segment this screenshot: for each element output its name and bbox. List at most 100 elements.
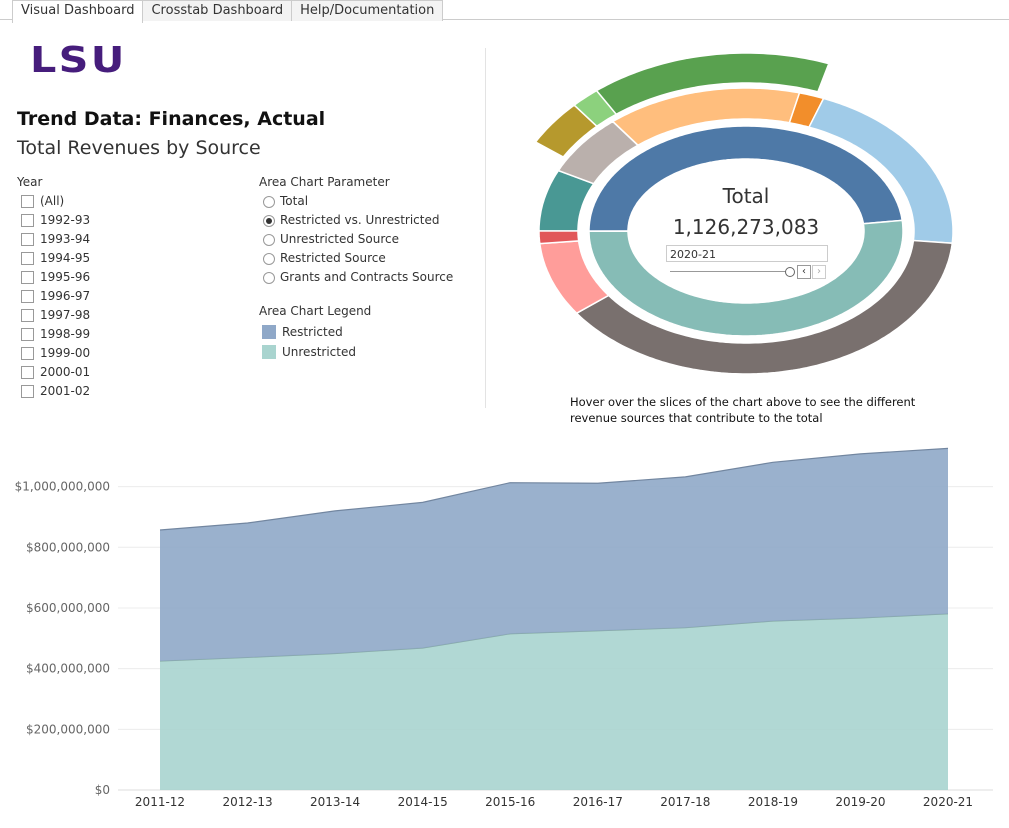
x-tick-label: 2013-14 <box>310 795 360 809</box>
year-option[interactable]: 1994-95 <box>21 249 221 268</box>
option-text: Restricted Source <box>280 251 386 265</box>
y-tick-label: $0 <box>95 783 110 797</box>
divider <box>485 48 486 408</box>
legend-swatch <box>262 345 276 359</box>
year-option[interactable]: 1995-96 <box>21 268 221 287</box>
x-tick-label: 2019-20 <box>835 795 885 809</box>
x-tick-label: 2014-15 <box>398 795 448 809</box>
tab[interactable]: Help/Documentation <box>291 0 444 21</box>
option-text: 1999-00 <box>40 346 91 360</box>
logo: LSU <box>30 40 127 81</box>
donut-slice <box>595 52 830 116</box>
parameter-option[interactable]: Restricted vs. Unrestricted <box>263 211 473 230</box>
option-text: 1995-96 <box>40 270 91 284</box>
y-tick-label: $600,000,000 <box>26 601 110 615</box>
checkbox[interactable] <box>21 252 34 265</box>
donut-slice <box>588 219 904 337</box>
year-option[interactable]: 2000-01 <box>21 363 221 382</box>
donut-slice <box>538 230 580 245</box>
title: Trend Data: Finances, Actual <box>17 108 326 130</box>
option-text: (All) <box>40 194 65 208</box>
y-tick-label: $200,000,000 <box>26 722 110 736</box>
donut-slice <box>557 120 640 185</box>
prev-button[interactable]: ‹ <box>797 265 811 279</box>
option-text: 1997-98 <box>40 308 91 322</box>
radio[interactable] <box>263 214 275 227</box>
x-tick-label: 2020-21 <box>923 795 973 809</box>
x-tick-label: 2011-12 <box>135 795 185 809</box>
legend-text: Restricted <box>282 324 343 339</box>
checkbox[interactable] <box>21 290 34 303</box>
option-text: Unrestricted Source <box>280 232 399 246</box>
area-edge <box>159 447 949 531</box>
legend-label: Area Chart Legend <box>259 304 372 318</box>
checkbox[interactable] <box>21 328 34 341</box>
radio[interactable] <box>263 252 275 265</box>
y-tick-label: $1,000,000,000 <box>15 480 110 494</box>
option-text: Restricted vs. Unrestricted <box>280 213 440 227</box>
option-text: Total <box>280 194 309 208</box>
checkbox[interactable] <box>21 271 34 284</box>
radio[interactable] <box>263 195 275 208</box>
x-tick-label: 2016-17 <box>573 795 623 809</box>
area <box>160 613 948 790</box>
option-text: 1993-94 <box>40 232 91 246</box>
slider-track <box>670 271 790 272</box>
checkbox[interactable] <box>21 309 34 322</box>
legend-swatch <box>262 325 276 339</box>
year-option[interactable]: 1993-94 <box>21 230 221 249</box>
option-text: 1998-99 <box>40 327 91 341</box>
subtitle: Total Revenues by Source <box>17 137 261 159</box>
area <box>160 448 948 662</box>
checkbox[interactable] <box>21 214 34 227</box>
option-text: 1994-95 <box>40 251 91 265</box>
radio[interactable] <box>263 233 275 246</box>
hover-note: Hover over the slices of the chart above… <box>570 395 916 425</box>
parameter-label: Area Chart Parameter <box>259 175 390 189</box>
year-list: (All) 1992-93 1993-94 1994-95 1995-96 1996-97… <box>21 192 221 406</box>
parameter-option[interactable]: Restricted Source <box>263 249 473 268</box>
option-text: 1996-97 <box>40 289 91 303</box>
parameter-option[interactable]: Total <box>263 192 473 211</box>
checkbox[interactable] <box>21 347 34 360</box>
checkbox[interactable] <box>21 195 34 208</box>
parameter-option[interactable]: Grants and Contracts Source <box>263 268 473 287</box>
year-option[interactable]: (All) <box>21 192 221 211</box>
legend-item: Restricted <box>262 322 462 342</box>
x-tick-label: 2018-19 <box>748 795 798 809</box>
option-text: 2001-02 <box>40 384 91 398</box>
year-option[interactable]: 1997-98 <box>21 306 221 325</box>
donut-total: 1,126,273,083 <box>673 215 819 239</box>
y-tick-label: $400,000,000 <box>26 662 110 676</box>
x-tick-label: 2017-18 <box>660 795 710 809</box>
option-text: Grants and Contracts Source <box>280 270 454 284</box>
year-option[interactable]: 1999-00 <box>21 344 221 363</box>
legend-text: Unrestricted <box>282 344 356 359</box>
filter-label: Year <box>17 175 43 189</box>
next-button[interactable]: › <box>812 265 826 279</box>
parameter-list: Total Restricted vs. Unrestricted Unrestri… <box>263 192 473 287</box>
parameter-option[interactable]: Unrestricted Source <box>263 230 473 249</box>
legend-item: Unrestricted <box>262 342 462 362</box>
donut-title: Total <box>722 184 770 208</box>
checkbox[interactable] <box>21 385 34 398</box>
year-option[interactable]: 1996-97 <box>21 287 221 306</box>
x-tick-label: 2015-16 <box>485 795 535 809</box>
option-text: 2000-01 <box>40 365 91 379</box>
option-text: 1992-93 <box>40 213 91 227</box>
year-option[interactable]: 1992-93 <box>21 211 221 230</box>
year-option[interactable]: 1998-99 <box>21 325 221 344</box>
checkbox[interactable] <box>21 366 34 379</box>
slider-handle[interactable] <box>785 267 795 277</box>
tab[interactable]: Visual Dashboard <box>12 0 144 23</box>
year-option[interactable]: 2001-02 <box>21 382 221 401</box>
legend: Restricted Unrestricted <box>262 322 462 362</box>
tab[interactable]: Crosstab Dashboard <box>142 0 293 21</box>
year-selector[interactable]: 2020-21 <box>666 245 828 262</box>
radio[interactable] <box>263 271 275 284</box>
checkbox[interactable] <box>21 233 34 246</box>
x-tick-label: 2012-13 <box>222 795 272 809</box>
donut-slice <box>534 104 599 159</box>
